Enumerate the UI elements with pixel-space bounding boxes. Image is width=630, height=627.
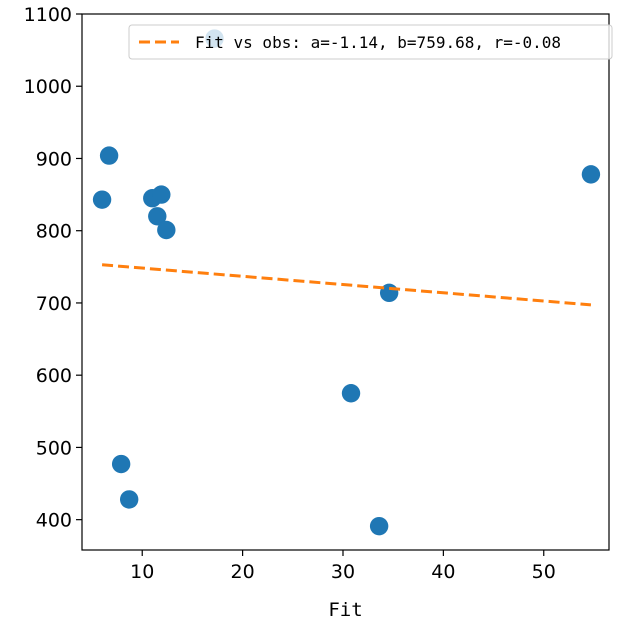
plot-frame: [81, 13, 610, 551]
data-series: [92, 29, 601, 536]
y-tick-label-2: 600: [36, 365, 72, 387]
x-tick-label-3: 40: [431, 561, 455, 583]
scatter-point-5: [148, 207, 167, 226]
fit-line: [101, 263, 592, 307]
scatter-point-2: [111, 454, 131, 474]
axes: 10 20 30 40 50 400 500 600 700 800 900 1000 1100: [24, 4, 610, 583]
x-tick-label-2: 30: [331, 561, 355, 583]
x-tick-label-0: 10: [130, 561, 154, 583]
y-tick-label-6: 1000: [24, 76, 72, 98]
scatter-point-1: [99, 146, 119, 165]
y-tick-label-5: 900: [36, 148, 72, 170]
scatter-point-10: [369, 516, 389, 536]
legend: Fit vs obs: a=-1.14, b=759.68, r=-0.08: [128, 24, 613, 60]
x-tick-label-4: 50: [532, 561, 556, 583]
y-tick-label-7: 1100: [24, 4, 72, 26]
legend-label: Fit vs obs: a=-1.14, b=759.68, r=-0.08: [195, 33, 561, 52]
scatter-point-9: [341, 384, 361, 403]
y-tick-label-0: 400: [36, 510, 72, 532]
x-tick-label-1: 20: [231, 561, 255, 583]
y-tick-label-3: 700: [36, 293, 72, 315]
scatter-point-12: [581, 165, 601, 184]
y-tick-label-1: 500: [36, 437, 72, 459]
legend-box: [128, 24, 613, 60]
x-axis-label: Fit: [328, 599, 362, 621]
scatter-point-7: [157, 220, 176, 240]
scatter-point-6: [152, 185, 171, 204]
scatter-point-3: [119, 490, 139, 509]
plot-area: [92, 29, 601, 536]
scatter-point-0: [92, 190, 112, 209]
y-tick-label-4: 800: [36, 221, 72, 243]
